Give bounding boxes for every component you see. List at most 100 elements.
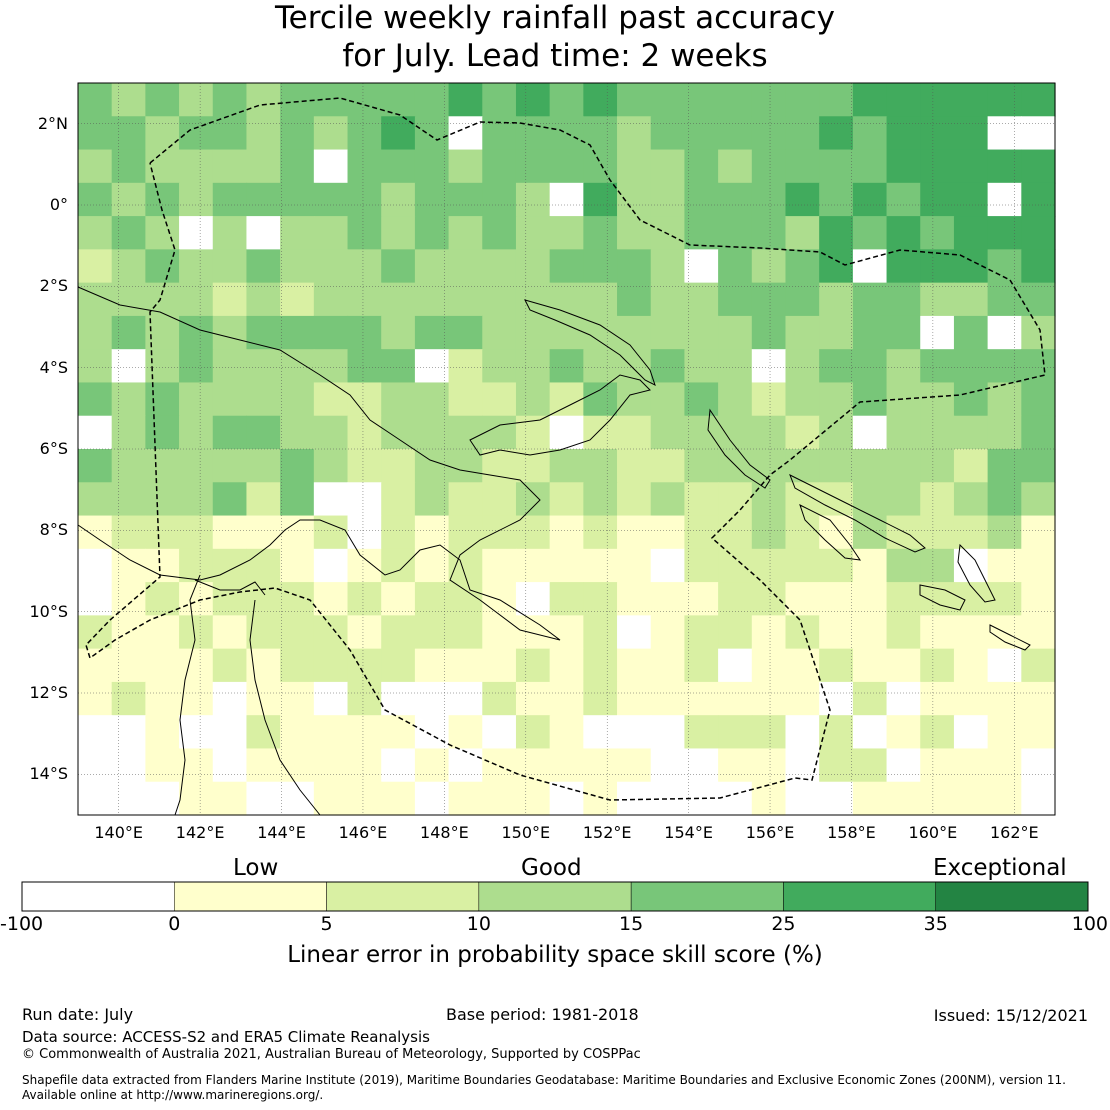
grid-cell	[886, 282, 921, 317]
grid-cell	[111, 648, 146, 683]
coastline-makira	[989, 624, 1031, 651]
y-tick-label: 6°S	[39, 439, 68, 458]
grid-cell	[583, 582, 618, 616]
grid-cell	[179, 116, 214, 151]
grid-cell	[347, 681, 382, 716]
grid-cell	[953, 515, 989, 550]
grid-cell	[819, 781, 854, 816]
grid-cell	[718, 548, 753, 583]
grid-cell	[347, 449, 382, 483]
grid-cell	[313, 282, 349, 317]
grid-cell	[482, 449, 517, 483]
grid-cell	[953, 415, 989, 450]
grid-cell	[179, 282, 214, 317]
grid-cell	[852, 415, 888, 450]
grid-cell	[280, 349, 315, 384]
grid-cell	[246, 83, 281, 117]
grid-cell	[482, 149, 517, 184]
grid-cell	[549, 149, 584, 184]
grid-cell	[684, 715, 719, 750]
grid-cell	[347, 548, 382, 583]
grid-cell	[953, 149, 989, 184]
grid-cell	[650, 681, 686, 716]
grid-cell	[987, 482, 1022, 517]
x-tick-label: 160°E	[908, 823, 958, 842]
grid-cell	[414, 548, 450, 583]
grid-cell	[78, 715, 113, 750]
grid-cell	[751, 415, 787, 450]
grid-cell	[852, 648, 888, 683]
grid-cell	[246, 582, 281, 616]
grid-cell	[751, 182, 787, 217]
grid-cell	[549, 449, 584, 483]
grid-cell	[886, 449, 921, 483]
grid-cell	[785, 382, 820, 417]
grid-cell	[246, 282, 281, 317]
grid-cell	[819, 515, 854, 550]
grid-cell	[650, 182, 686, 217]
grid-cell	[515, 149, 551, 184]
grid-cell	[414, 648, 450, 683]
grid-cell	[819, 648, 854, 683]
grid-cell	[751, 83, 787, 117]
grid-cell	[381, 382, 416, 417]
issued-date: Issued: 15/12/2021	[933, 1006, 1088, 1025]
grid-cell	[145, 149, 180, 184]
grid-cell	[313, 449, 349, 483]
grid-cell	[549, 515, 584, 550]
coastline-guadalcanal	[919, 584, 966, 611]
grid-cell	[617, 748, 652, 783]
grid-cell	[718, 83, 753, 117]
grid-cell	[785, 515, 820, 550]
grid-cell	[414, 349, 450, 384]
grid-cell	[313, 781, 349, 816]
grid-cell	[920, 249, 955, 284]
grid-cell	[549, 216, 584, 250]
grid-cell	[414, 781, 450, 816]
grid-cell	[414, 615, 450, 650]
grid-cell	[617, 515, 652, 550]
base-period: Base period: 1981-2018	[446, 1005, 639, 1024]
grid-cell	[617, 615, 652, 650]
grid-cell	[381, 249, 416, 284]
grid-cell	[78, 83, 113, 117]
grid-cell	[920, 182, 955, 217]
grid-cell	[482, 182, 517, 217]
grid-cell	[617, 249, 652, 284]
grid-cell	[111, 116, 146, 151]
grid-cell	[718, 149, 753, 184]
grid-cell	[920, 715, 955, 750]
grid-cell	[515, 482, 551, 517]
grid-cell	[684, 182, 719, 217]
grid-cell	[448, 282, 483, 317]
grid-cell	[111, 382, 146, 417]
grid-cell	[953, 182, 989, 217]
grid-cell	[852, 482, 888, 517]
grid-cell	[280, 781, 315, 816]
grid-cell	[987, 449, 1022, 483]
grid-cell	[785, 681, 820, 716]
grid-cell	[920, 349, 955, 384]
grid-cell	[751, 615, 787, 650]
grid-cell	[179, 615, 214, 650]
grid-cell	[482, 249, 517, 284]
colorbar-swatch	[21, 881, 175, 912]
grid-cell	[617, 548, 652, 583]
grid-cell	[886, 648, 921, 683]
grid-cell	[212, 349, 248, 384]
grid-cell	[78, 216, 113, 250]
grid-cell	[515, 116, 551, 151]
grid-cell	[280, 149, 315, 184]
grid-cell	[718, 748, 753, 783]
grid-cell	[751, 482, 787, 517]
grid-cell	[549, 249, 584, 284]
grid-cell	[920, 582, 955, 616]
grid-cell	[482, 83, 517, 117]
grid-cell	[852, 116, 888, 151]
grid-cell	[583, 482, 618, 517]
grid-cell	[482, 482, 517, 517]
grid-cell	[381, 415, 416, 450]
grid-cell	[179, 349, 214, 384]
grid-cell	[953, 315, 989, 350]
